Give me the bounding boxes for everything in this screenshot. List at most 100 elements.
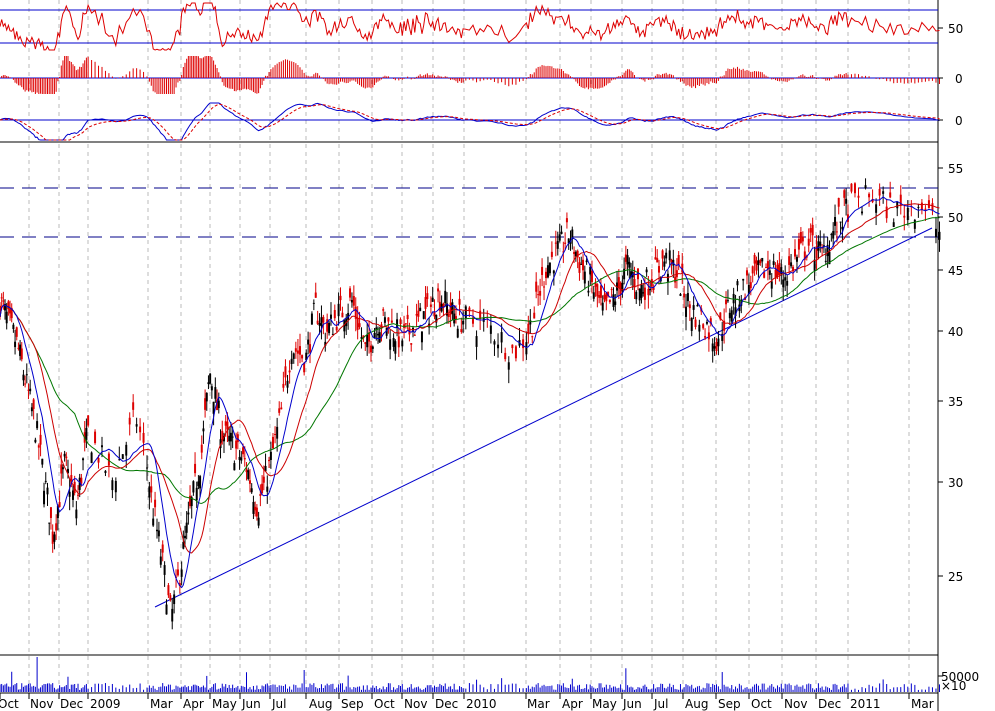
candle-body [173,594,176,605]
candle-body [184,535,187,539]
candle-body [358,323,361,327]
candle-body [522,339,525,349]
candle-body [885,206,888,219]
candle-body [280,407,283,410]
candle-body [415,313,418,316]
candle-body [139,426,142,433]
candle-body [628,261,631,268]
candle-body [329,314,332,319]
x-axis-label: Apr [562,697,583,711]
candle-body [861,211,864,214]
candle-body [857,195,860,198]
candle-body [252,501,255,514]
price-candles [0,178,941,630]
candle-body [795,256,798,262]
candle-body [294,348,297,352]
candle-body [364,342,367,344]
x-axis-label: Jul [271,697,286,711]
candle-body [824,260,827,262]
candle-body [645,269,648,273]
candle-body [373,333,376,338]
candle-body [36,421,39,429]
candle-body [231,436,234,438]
candle-body [892,222,895,227]
candle-body [694,319,697,328]
candle-body [51,531,54,544]
candle-body [636,268,639,280]
x-axis-label: Mar [527,697,550,711]
candle-body [229,432,232,442]
candle-body [903,215,906,218]
candle-body [599,285,602,298]
candle-body [835,231,838,233]
candle-body [178,582,181,587]
candle-body [845,198,848,204]
candle-body [514,346,517,359]
candle-body [630,271,633,278]
candle-body [768,270,771,275]
candle-body [719,312,722,320]
price-label-45: 45 [948,264,963,278]
candle-body [320,317,323,327]
candle-body [0,297,3,299]
candle-body [446,303,449,316]
candle-body [322,316,325,323]
candle-body [343,320,346,332]
candle-body [142,432,145,443]
candle-body [589,266,592,275]
macd-hist-axis-label: 0 [955,72,963,86]
candle-body [726,300,729,302]
candle-body [189,495,192,507]
candle-body [182,541,185,549]
x-axis-label: Dec [818,697,841,711]
rsi-panel: 50 [0,2,963,51]
candle-body [580,263,583,265]
x-axis-label: Jun [622,697,642,711]
candle-body [462,320,465,325]
candle-body [77,494,80,496]
candle-body [489,325,492,334]
candle-body [204,398,207,410]
candle-body [548,262,551,274]
candle-body [560,231,563,234]
candle-body [782,279,785,288]
candle-body [601,302,604,311]
candle-body [224,421,227,426]
candle-body [610,289,613,291]
candle-body [592,292,595,299]
candle-body [276,426,279,439]
candle-body [94,431,97,443]
candle-body [698,324,701,332]
x-axis-label: Oct [374,697,395,711]
candle-body [815,246,818,259]
candle-body [235,440,238,449]
candle-body [638,288,641,301]
candle-body [539,290,542,296]
candle-body [37,445,40,448]
candle-body [61,467,64,470]
candle-body [471,317,474,324]
candle-body [650,278,653,287]
candle-body [43,490,46,505]
candle-body [121,454,124,460]
price-label-25: 25 [948,570,963,584]
candle-body [456,328,459,338]
candle-body [603,294,606,300]
candle-body [707,332,710,340]
candle-body [310,313,313,325]
candle-body [185,522,188,533]
candle-body [807,238,810,246]
candle-body [715,341,718,352]
candle-body [757,260,760,265]
candle-body [397,336,400,348]
candle-body [326,319,329,332]
candle-body [118,459,121,461]
candle-body [268,459,271,462]
x-axis-label: Mar [911,697,934,711]
candle-body [797,239,800,250]
candle-body [378,332,381,343]
candle-body [640,284,643,298]
candle-body [813,259,816,271]
candle-body [458,298,461,305]
candle-body [312,302,315,304]
